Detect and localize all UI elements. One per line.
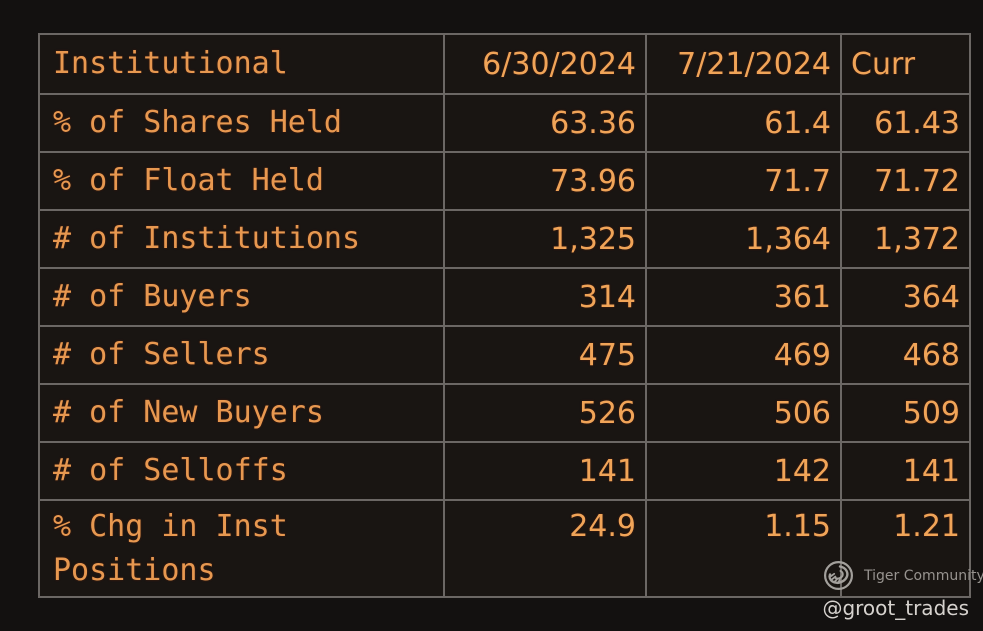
table-row-chg-inst-positions: % Chg in Inst Positions 24.9 1.15 1.21	[38, 499, 971, 598]
cell-value: 24.9	[443, 499, 647, 598]
cell-value: 71.72	[840, 151, 971, 211]
table-row-new-buyers: # of New Buyers 526 506 509	[38, 383, 971, 443]
cell-value: 526	[443, 383, 647, 443]
cell-value: 469	[645, 325, 842, 385]
cell-value: 63.36	[443, 93, 647, 153]
cell-value: 1.21	[840, 499, 971, 598]
row-label: % of Shares Held	[38, 93, 445, 153]
cell-value: 314	[443, 267, 647, 327]
cell-value: 1,364	[645, 209, 842, 269]
institutional-table: Institutional 6/30/2024 7/21/2024 Curr %…	[38, 33, 971, 598]
cell-value: 141	[443, 441, 647, 501]
cell-value: 364	[840, 267, 971, 327]
row-label: # of Sellers	[38, 325, 445, 385]
watermark: Tiger Community	[822, 559, 983, 592]
col-header-institutional: Institutional	[38, 33, 445, 95]
cell-value: 61.43	[840, 93, 971, 153]
cell-value: 1.15	[645, 499, 842, 598]
row-label: % of Float Held	[38, 151, 445, 211]
table-row-shares-held: % of Shares Held 63.36 61.4 61.43	[38, 93, 971, 153]
cell-value: 71.7	[645, 151, 842, 211]
col-header-curr: Curr	[840, 33, 971, 95]
table-row-selloffs: # of Selloffs 141 142 141	[38, 441, 971, 501]
cell-value: 142	[645, 441, 842, 501]
cell-value: 1,372	[840, 209, 971, 269]
row-label: # of Institutions	[38, 209, 445, 269]
row-label: # of Buyers	[38, 267, 445, 327]
cell-value: 506	[645, 383, 842, 443]
table-row-sellers: # of Sellers 475 469 468	[38, 325, 971, 385]
row-label: # of New Buyers	[38, 383, 445, 443]
cell-value: 73.96	[443, 151, 647, 211]
cell-value: 141	[840, 441, 971, 501]
cell-value: 468	[840, 325, 971, 385]
table-row-institutions: # of Institutions 1,325 1,364 1,372	[38, 209, 971, 269]
watermark-community-label: Tiger Community	[864, 567, 983, 584]
cell-value: 61.4	[645, 93, 842, 153]
cell-value: 509	[840, 383, 971, 443]
watermark-handle: @groot_trades	[822, 596, 969, 620]
row-label: % Chg in Inst Positions	[38, 499, 445, 598]
row-label: # of Selloffs	[38, 441, 445, 501]
col-header-date-2: 7/21/2024	[645, 33, 842, 95]
cell-value: 475	[443, 325, 647, 385]
tiger-community-logo-icon	[824, 561, 853, 590]
cell-value: 361	[645, 267, 842, 327]
table-row-float-held: % of Float Held 73.96 71.7 71.72	[38, 151, 971, 211]
table-row-buyers: # of Buyers 314 361 364	[38, 267, 971, 327]
cell-value: 1,325	[443, 209, 647, 269]
table-header-row: Institutional 6/30/2024 7/21/2024 Curr	[38, 33, 971, 95]
col-header-date-1: 6/30/2024	[443, 33, 647, 95]
